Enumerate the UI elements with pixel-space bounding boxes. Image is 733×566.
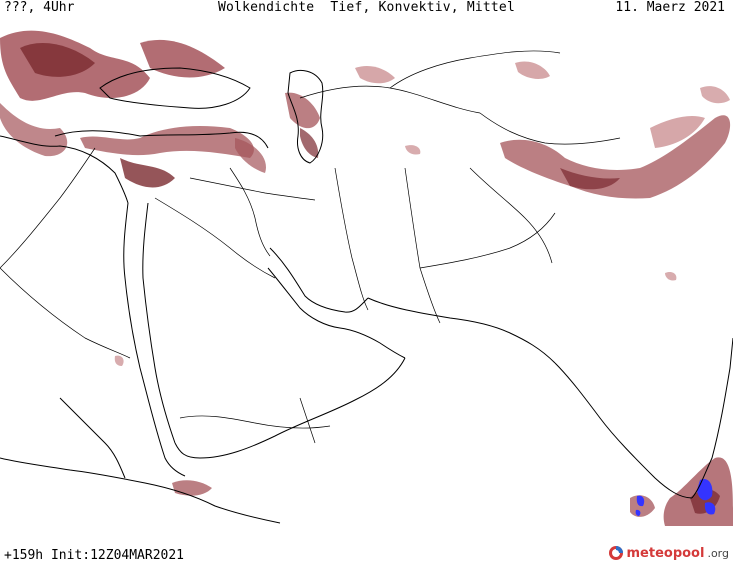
logo-icon (608, 546, 623, 560)
cloud-layer (0, 30, 733, 526)
map-date: 11. Maerz 2021 (615, 0, 725, 15)
coastlines (0, 67, 733, 524)
map-title: Wolkendichte Tief, Konvektiv, Mittel (218, 0, 515, 15)
meteopool-logo[interactable]: meteopool .org (608, 545, 729, 561)
header-left-label: ???, 4Uhr (4, 0, 75, 15)
logo-suffix: .org (707, 546, 729, 560)
borders (0, 50, 621, 444)
weather-map (0, 18, 733, 526)
run-info: +159h Init:12Z04MAR2021 (4, 548, 185, 563)
convective-layer (635, 478, 716, 516)
logo-text: meteopool (626, 545, 705, 561)
